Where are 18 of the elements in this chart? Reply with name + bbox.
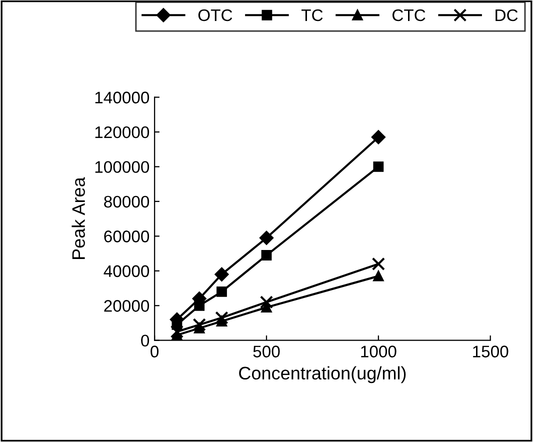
y-axis-title: Peak Area (72, 177, 85, 259)
legend-label: DC (496, 9, 518, 22)
legend-label: CTC (392, 9, 426, 22)
x-tick-label: 0 (150, 346, 159, 358)
y-tick-label: 80000 (104, 196, 150, 208)
x-tick-label: 1500 (473, 346, 508, 358)
x-tick-label: 1000 (361, 346, 396, 358)
y-tick-label: 0 (141, 334, 150, 347)
y-tick-label: 20000 (104, 300, 150, 312)
y-tick-label: 100000 (95, 161, 150, 173)
x-axis-title: Concentration(ug/ml) (239, 366, 406, 384)
y-tick-label: 60000 (104, 230, 150, 242)
y-tick-label: 40000 (104, 265, 150, 278)
legend-label: OTC (198, 9, 232, 22)
legend-label: TC (301, 9, 323, 22)
x-tick-label: 500 (253, 346, 280, 358)
y-tick-label: 140000 (95, 92, 150, 104)
y-tick-label: 120000 (95, 126, 150, 138)
